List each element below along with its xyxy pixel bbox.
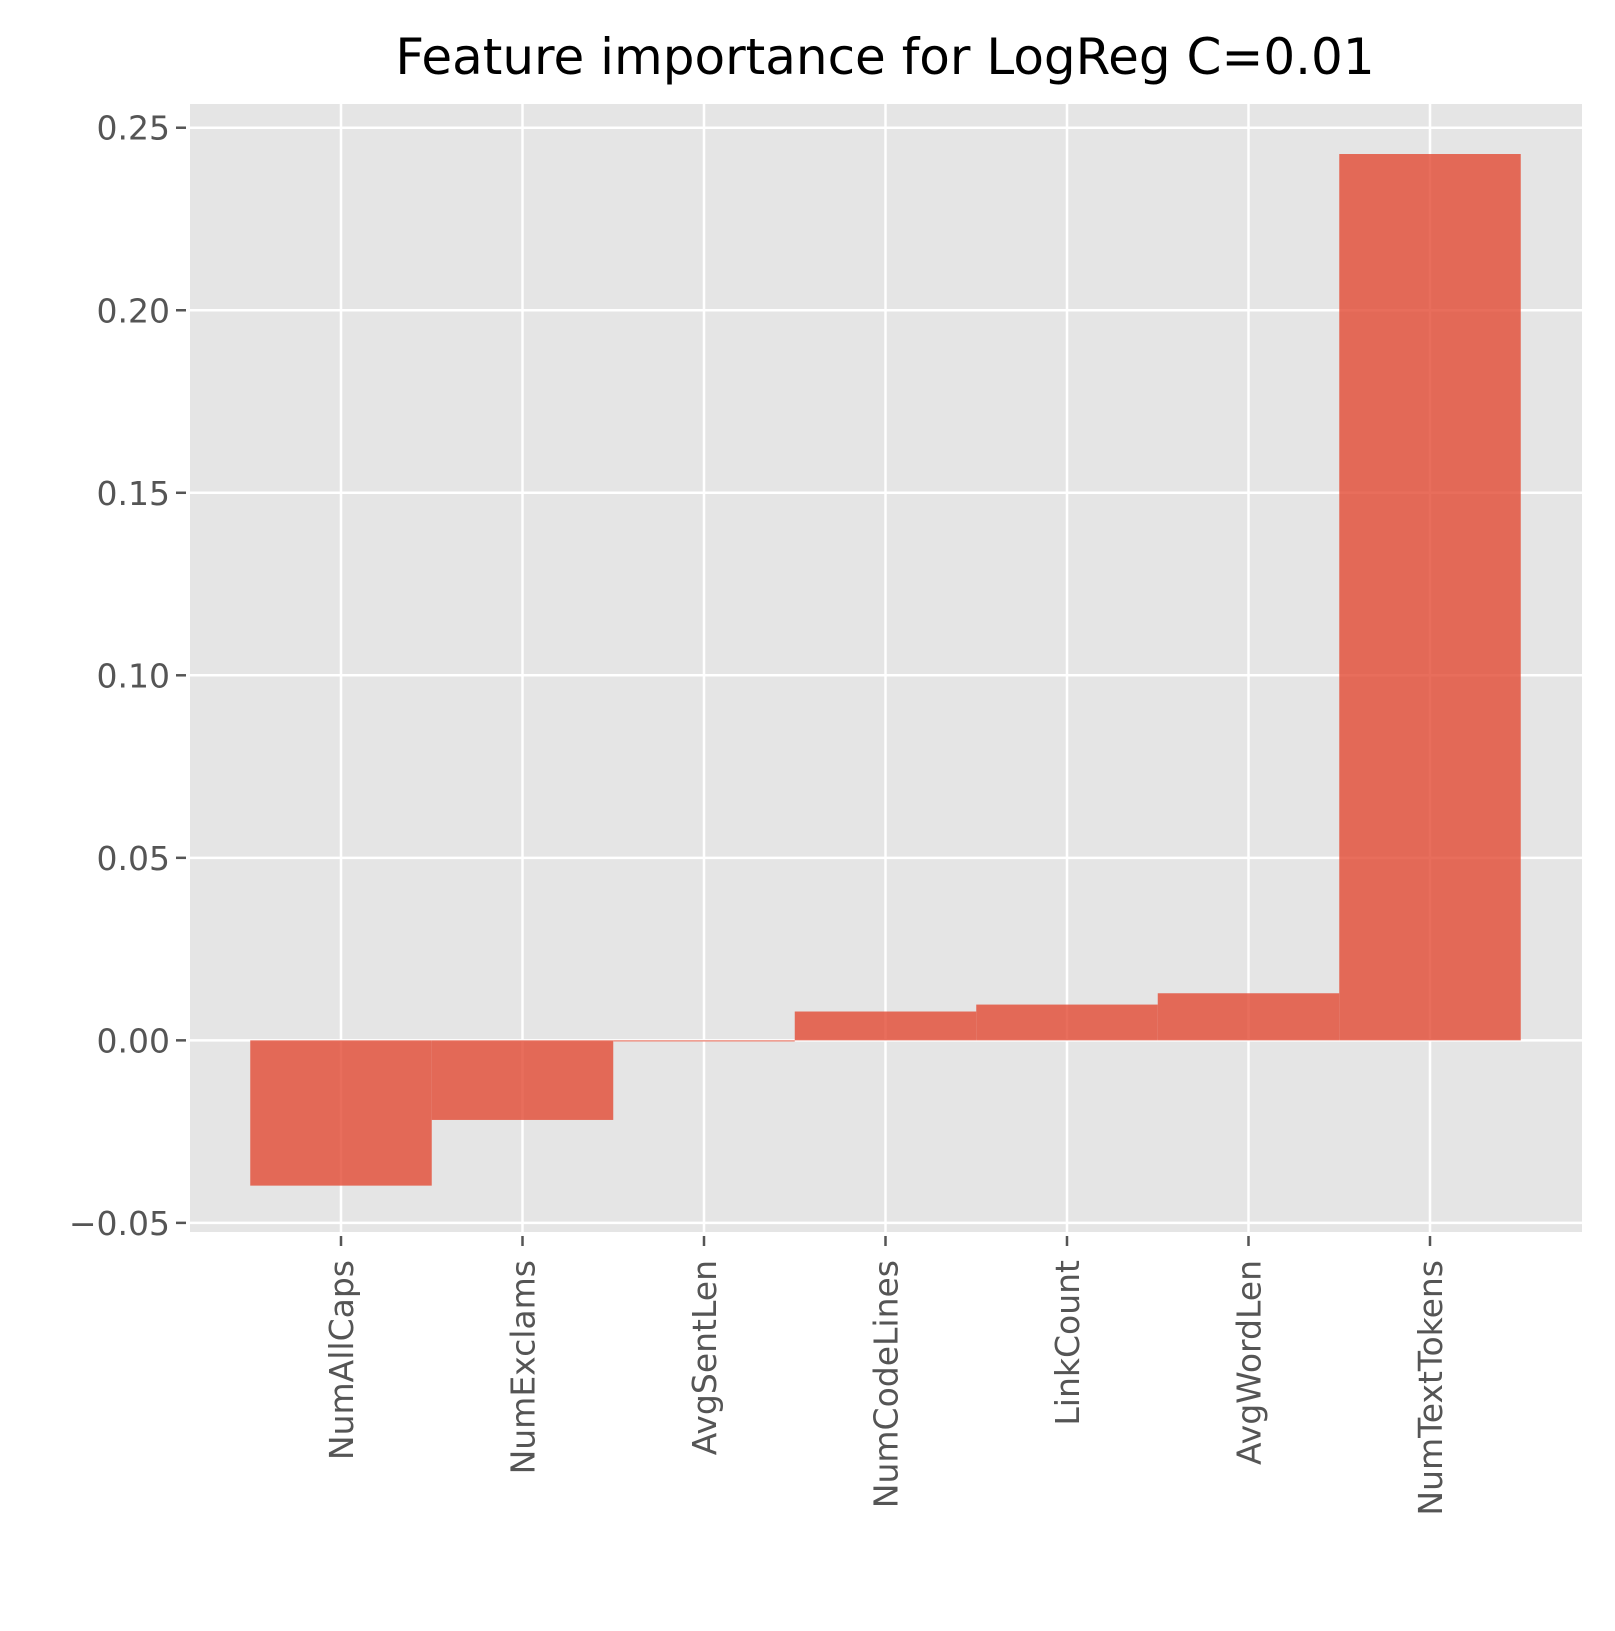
x-tick-label: AvgWordLen [1230,1260,1269,1465]
bar-numcodelines [794,1011,977,1041]
y-tick-label: 0.20 [97,291,170,330]
y-tick-label: 0.00 [97,1021,170,1060]
chart-title: Feature importance for LogReg C=0.01 [395,28,1374,86]
y-tick-label: 0.25 [97,109,170,148]
y-tick-label: 0.05 [97,839,170,878]
x-tick-label: NumAllCaps [322,1260,361,1460]
x-tick-label: NumTextTokens [1411,1260,1450,1516]
bar-avgsentlen [613,1040,795,1042]
x-tick-label: LinkCount [1048,1260,1087,1426]
bar-numallcaps [250,1040,432,1186]
bar-numexclams [431,1040,614,1120]
bar-linkcount [976,1004,1158,1041]
x-tick-label: AvgSentLen [685,1260,724,1455]
x-tick-label: NumExclams [504,1260,543,1474]
x-tick-label: NumCodeLines [867,1260,906,1508]
bar-numtexttokens [1339,154,1521,1041]
bars [250,154,1521,1186]
y-tick-label: 0.10 [97,656,170,695]
y-tick-label: 0.15 [97,474,170,513]
axis-ticks: −0.05 0.00 0.05 0.10 0.15 0.20 0.25 NumAllCaps N… [69,109,1450,1516]
bar-avgwordlen [1157,993,1340,1041]
y-tick-label: −0.05 [69,1204,170,1243]
